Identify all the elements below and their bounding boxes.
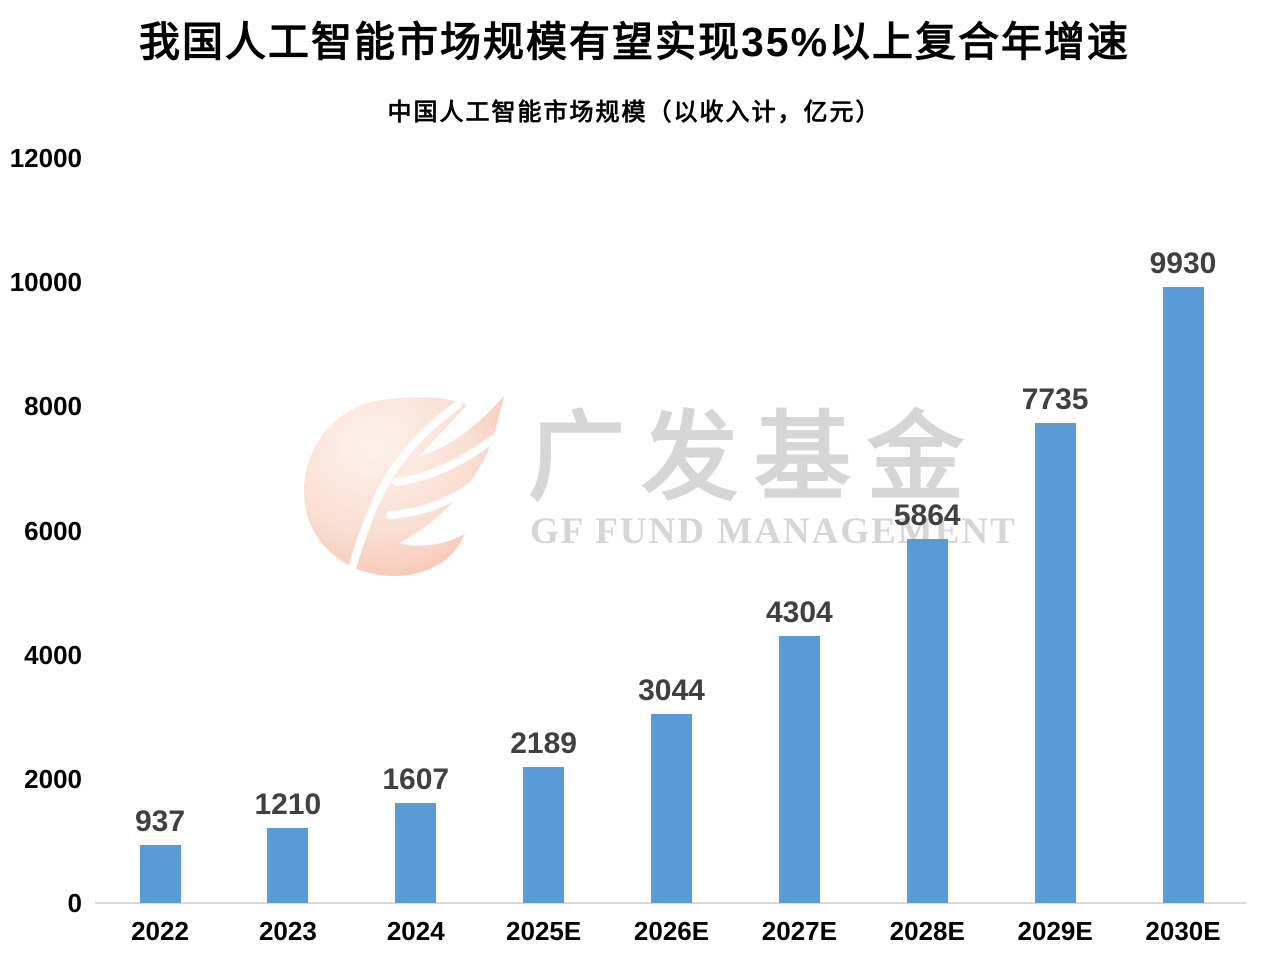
bar [1162,286,1204,903]
bar [651,714,692,903]
y-axis-label: 8000 [24,391,82,422]
bar [1034,422,1076,903]
y-axis-label: 10000 [9,267,82,298]
bar-value-label: 937 [134,804,186,838]
bar-value-label: 1607 [382,763,450,797]
bar-value-label: 7735 [1021,382,1089,416]
bar-value-label: 5864 [893,498,961,532]
y-axis-label: 6000 [24,515,82,546]
bar [906,538,948,903]
x-axis-line [95,902,1246,904]
page-title: 我国人工智能市场规模有望实现35%以上复合年增速 [138,19,1131,65]
x-axis-label: 2028E [889,916,965,946]
bar-value-label: 2189 [510,727,577,761]
x-axis-label: 2023 [258,916,317,946]
chart-subtitle: 中国人工智能市场规模（以收入计，亿元） [387,99,882,126]
x-axis-label: 2026E [633,916,710,946]
x-axis-label: 2022 [131,916,189,946]
bar [267,827,309,903]
bar [395,803,437,903]
x-axis-label: 2024 [386,916,445,946]
y-axis-label: 12000 [9,143,82,173]
bar-value-label: 1210 [254,787,322,821]
bar [523,767,565,903]
y-axis-label: 0 [67,888,82,918]
bar-value-label: 4304 [766,595,833,629]
bar [139,844,181,903]
bar [778,635,820,903]
bar-value-label: 9930 [1149,246,1217,280]
y-axis-label: 2000 [24,763,82,794]
y-axis-label: 4000 [24,639,82,670]
watermark-cn-text: 广发基金 [528,403,980,512]
bar-value-label: 3044 [638,674,705,708]
x-axis-label: 2030E [1145,916,1221,946]
x-axis-label: 2025E [506,916,582,946]
gf-flame-logo-icon [304,396,504,576]
x-axis-label: 2027E [761,916,837,946]
x-axis-label: 2029E [1017,916,1093,946]
